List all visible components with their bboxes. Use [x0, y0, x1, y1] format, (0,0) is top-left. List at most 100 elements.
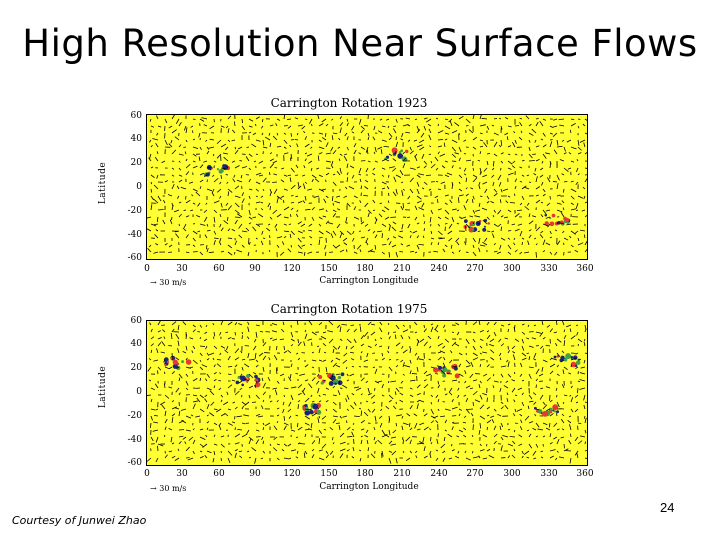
flow-arrow [444, 429, 447, 432]
flow-arrow [178, 122, 182, 127]
flow-arrow [364, 202, 369, 208]
flow-arrow [534, 139, 537, 143]
flow-arrow [304, 333, 308, 340]
flow-arrow [444, 174, 450, 178]
flow-arrow [560, 418, 565, 424]
flow-arrow [472, 401, 474, 407]
flow-arrow [549, 125, 553, 128]
flow-blotch [454, 373, 460, 379]
flow-arrow [202, 443, 208, 448]
flow-arrow [150, 328, 153, 333]
flow-arrow [416, 356, 420, 361]
flow-arrow [227, 128, 230, 134]
flow-arrow [507, 195, 511, 198]
flow-arrow [304, 195, 307, 201]
flow-arrow [337, 345, 341, 350]
flow-arrow [513, 237, 516, 240]
panel-2-vector-field [146, 320, 588, 466]
flow-arrow [161, 160, 166, 164]
flow-arrow [227, 191, 230, 197]
flow-arrow [346, 373, 349, 377]
flow-arrow [542, 239, 546, 246]
flow-arrow [335, 244, 341, 249]
flow-arrow [199, 251, 204, 256]
flow-arrow [528, 146, 531, 152]
flow-arrow [244, 401, 250, 406]
flow-arrow [274, 389, 278, 396]
flow-arrow [175, 333, 180, 340]
flow-arrow [367, 387, 371, 394]
flow-arrow [399, 392, 404, 396]
flow-arrow [283, 235, 287, 239]
flow-arrow [514, 338, 520, 342]
flow-arrow [220, 250, 225, 253]
flow-arrow [367, 132, 370, 137]
flow-arrow [276, 146, 282, 148]
flow-arrow [437, 408, 440, 412]
flow-arrow [246, 336, 250, 340]
flow-arrow [261, 230, 264, 235]
flow-arrow [456, 435, 460, 438]
flow-arrow [198, 132, 201, 138]
flow-arrow [528, 356, 531, 361]
flow-arrow [381, 209, 386, 213]
flow-arrow [345, 398, 348, 403]
flow-arrow [174, 407, 180, 410]
panel-2-xtick: 270 [466, 469, 484, 479]
flow-arrow [566, 223, 572, 226]
flow-arrow [268, 132, 271, 136]
flow-arrow [376, 230, 383, 233]
flow-arrow [178, 213, 182, 218]
flow-arrow [569, 129, 572, 134]
flow-arrow [271, 330, 278, 333]
flow-arrow [148, 153, 152, 160]
flow-arrow [437, 342, 443, 347]
flow-blotch [240, 375, 246, 382]
flow-arrow [387, 323, 390, 326]
flow-arrow [213, 200, 220, 204]
flow-arrow [252, 226, 257, 232]
flow-arrow [577, 422, 582, 425]
flow-arrow [303, 452, 306, 459]
flow-arrow [325, 450, 329, 454]
flow-arrow [273, 354, 278, 361]
flow-arrow [296, 450, 299, 454]
flow-arrow [301, 125, 306, 130]
flow-arrow [225, 125, 229, 129]
flow-arrow [448, 223, 453, 229]
flow-arrow [290, 363, 293, 368]
flow-arrow [570, 385, 573, 389]
flow-arrow [527, 324, 530, 327]
flow-arrow [321, 118, 327, 123]
flow-arrow [416, 200, 422, 204]
flow-arrow [479, 124, 486, 127]
flow-arrow [212, 174, 215, 177]
flow-arrow [563, 237, 569, 241]
flow-arrow [201, 117, 208, 120]
flow-arrow [295, 372, 299, 375]
flow-arrow [297, 221, 302, 225]
panel-2-title: Carrington Rotation 1975 [270, 302, 428, 316]
flow-arrow [262, 342, 267, 347]
flow-arrow [534, 237, 537, 240]
flow-arrow [486, 419, 492, 424]
flow-arrow [304, 415, 310, 420]
flow-arrow [213, 422, 218, 426]
flow-arrow [337, 146, 341, 149]
flow-arrow [178, 160, 181, 163]
flow-arrow [345, 186, 348, 190]
flow-arrow [332, 213, 337, 218]
flow-arrow [203, 216, 208, 222]
flow-arrow [272, 447, 278, 452]
flow-arrow [583, 234, 586, 239]
flow-arrow [370, 331, 376, 336]
flow-arrow [507, 244, 512, 250]
flow-arrow [299, 443, 306, 445]
flow-arrow [243, 363, 250, 368]
flow-arrow [339, 453, 344, 459]
flow-arrow [325, 366, 328, 373]
flow-arrow [549, 370, 554, 375]
flow-arrow [227, 188, 233, 193]
flow-arrow [464, 450, 467, 454]
flow-arrow [346, 230, 352, 235]
